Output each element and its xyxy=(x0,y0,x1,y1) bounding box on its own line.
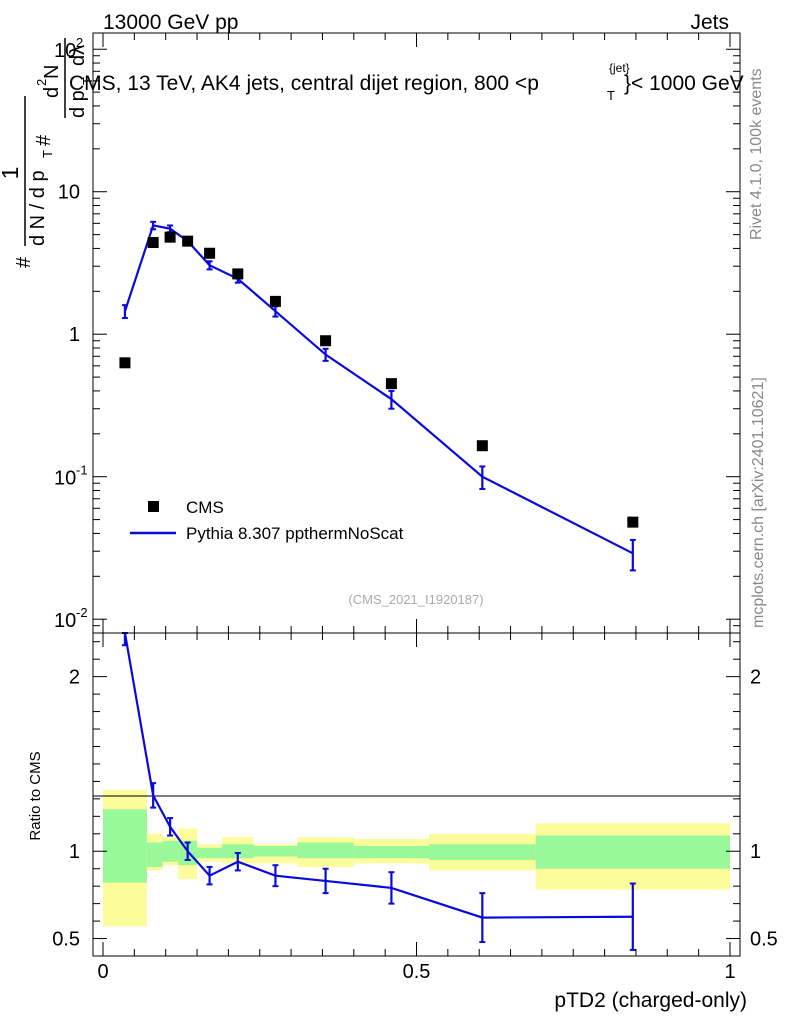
main-y-axis-label: # 1 d N / d p T # d 2 N d p T dλ xyxy=(0,38,95,268)
ylabel-hash-2: # xyxy=(33,134,55,146)
ylabel-dlambda: dλ xyxy=(67,45,89,66)
ylabel-one: 1 xyxy=(0,167,23,180)
x-tick-label: 0.5 xyxy=(403,961,431,983)
x-tick-label: 0 xyxy=(97,961,108,983)
legend-cms-marker xyxy=(148,501,159,512)
plot-title-suffix: }< 1000 GeV xyxy=(624,72,744,95)
main-y-tick-label-exp: -1 xyxy=(76,463,88,478)
cms-data-point xyxy=(476,440,488,452)
uncertainty-bands xyxy=(103,790,730,927)
ylabel-dn-dpt: d N / d p xyxy=(27,170,49,246)
main-y-tick-label-exp: 2 xyxy=(76,35,83,50)
ratio-y-tick-label-right: 0.5 xyxy=(750,929,778,951)
ylabel-t-sub-1: T xyxy=(40,150,55,158)
band-inner xyxy=(103,809,147,883)
ratio-pythia-series xyxy=(121,632,636,951)
plot-title: CMS, 13 TeV, AK4 jets, central dijet reg… xyxy=(69,61,744,103)
band-inner xyxy=(162,840,179,862)
ratio-panel: 0.5 0.5 1 1 2 2 xyxy=(52,632,778,957)
ratio-y-axis-label: Ratio to CMS xyxy=(27,751,44,840)
rivet-version-label: Rivet 4.1.0, 100k events xyxy=(748,68,765,240)
band-inner xyxy=(429,844,536,860)
legend-cms-label: CMS xyxy=(186,498,224,517)
cms-data-point xyxy=(320,335,332,347)
ratio-y-tick-label-left: 0.5 xyxy=(52,929,80,951)
legend-pythia-label: Pythia 8.307 ppthermNoScat xyxy=(186,524,404,543)
band-inner xyxy=(253,846,298,857)
band-inner xyxy=(297,842,354,859)
cms-data-point xyxy=(164,231,176,243)
ylabel-hash-1: # xyxy=(13,256,35,268)
ratio-panel-frame xyxy=(92,632,741,957)
band-inner xyxy=(197,847,223,859)
plot-title-sup: {jet} xyxy=(609,61,630,75)
main-y-tick-label-base: 10 xyxy=(54,610,76,632)
main-y-tick-label-base: 10 xyxy=(54,40,76,62)
band-inner xyxy=(146,842,163,867)
x-axis-ticks: 0 0.5 1 xyxy=(97,33,736,983)
cms-data-point xyxy=(269,295,281,307)
cms-data-point xyxy=(627,516,639,528)
ylabel-d2n-d: d xyxy=(41,87,63,98)
header-energy-label: 13000 GeV pp xyxy=(103,11,238,34)
cms-data-point xyxy=(119,357,131,369)
main-y-tick-label: 1 xyxy=(69,324,80,346)
band-inner xyxy=(353,846,430,859)
band-inner xyxy=(222,844,254,859)
main-y-tick-label-exp: -2 xyxy=(76,605,88,620)
cms-data-point xyxy=(182,235,194,247)
ratio-y-tick-label-left: 2 xyxy=(69,667,80,689)
main-y-tick-label: 10 xyxy=(58,182,80,204)
cms-data-series xyxy=(119,231,639,528)
ratio-y-tick-label-left: 1 xyxy=(69,841,80,863)
mcplots-reference-label: mcplots.cern.ch [arXiv:2401.10621] xyxy=(750,377,767,628)
ratio-y-tick-label-right: 2 xyxy=(750,667,761,689)
analysis-id-label: (CMS_2021_I1920187) xyxy=(348,592,483,607)
plot-title-prefix: CMS, 13 TeV, AK4 jets, central dijet reg… xyxy=(69,72,539,95)
cms-data-point xyxy=(385,378,397,390)
x-axis-label: pTD2 (charged-only) xyxy=(554,989,747,1012)
legend: CMS Pythia 8.307 ppthermNoScat xyxy=(130,498,404,543)
plot-title-sub: T xyxy=(607,88,615,103)
main-y-tick-label-base: 10 xyxy=(54,468,76,490)
cms-data-point xyxy=(204,247,216,259)
pythia-series xyxy=(121,220,636,572)
ratio-y-tick-label-right: 1 xyxy=(750,841,761,863)
cms-data-point xyxy=(232,268,244,280)
ylabel-n: N xyxy=(41,65,63,79)
header-category-label: Jets xyxy=(690,11,729,34)
ylabel-two: 2 xyxy=(34,79,49,86)
band-inner xyxy=(535,835,730,869)
main-panel-frame xyxy=(92,32,741,634)
ylabel-dp: d p xyxy=(67,90,89,118)
ratio-axis-ticks: 0.5 0.5 1 1 2 2 xyxy=(52,641,778,951)
x-tick-label: 1 xyxy=(724,961,735,983)
cms-data-point xyxy=(147,237,159,249)
ylabel-t-sub-2: T xyxy=(80,77,95,85)
